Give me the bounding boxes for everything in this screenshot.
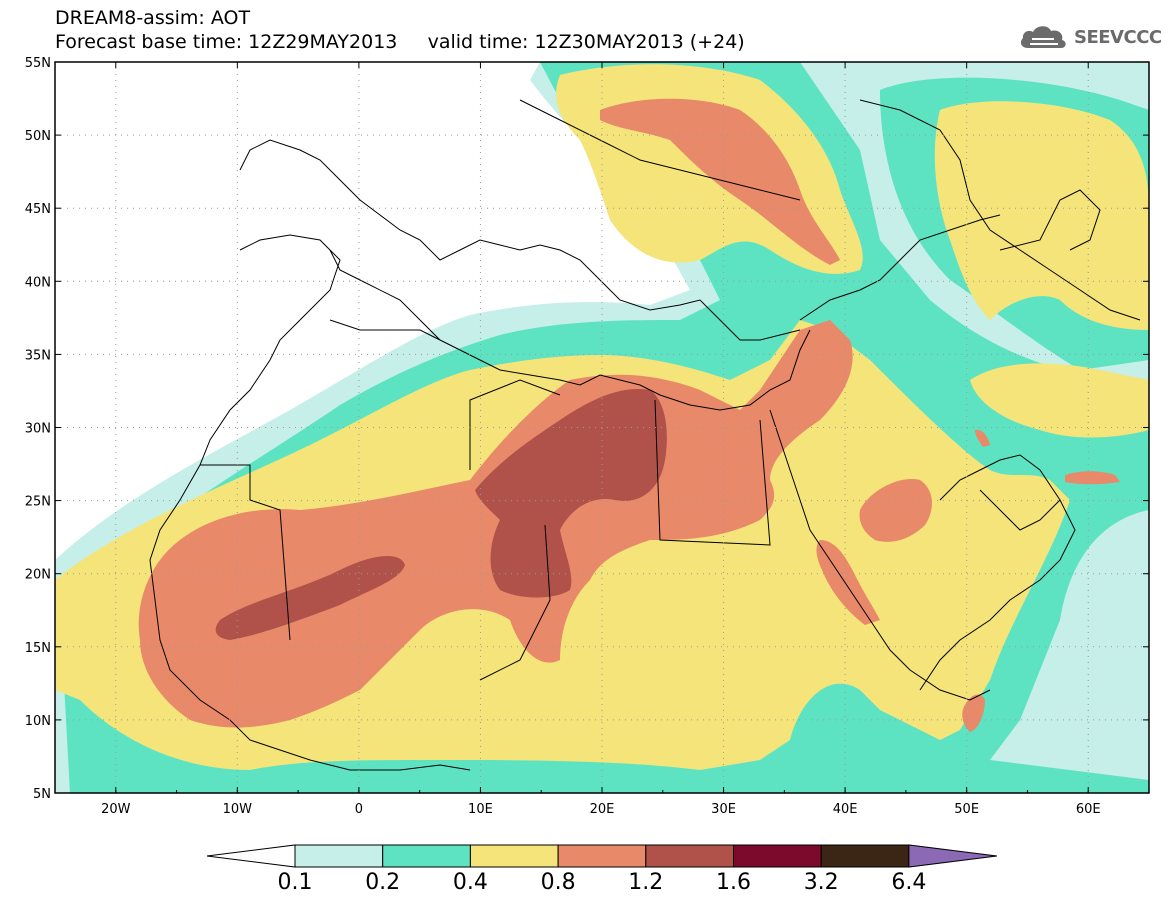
colorbar-label: 1.6 <box>716 870 751 895</box>
lat-label: 10N <box>25 714 51 729</box>
map-title: DREAM8-assim: AOT <box>55 7 251 29</box>
lat-label: 25N <box>25 495 51 510</box>
lat-label: 30N <box>25 422 51 437</box>
colorbar-swatch <box>382 844 471 868</box>
longitude-labels: 20W 10W 0 10E 20E 30E 40E 50E 60E <box>101 802 1101 817</box>
lat-label: 5N <box>33 787 51 802</box>
aot-contour-0.8 <box>138 98 1120 732</box>
plot-area <box>55 62 1149 793</box>
lat-label: 45N <box>25 202 51 217</box>
aot-colorbar <box>206 844 997 868</box>
lat-label: 15N <box>25 641 51 656</box>
lon-label: 50E <box>954 802 979 817</box>
brand-logo: SEEVCCC <box>1018 22 1162 52</box>
cloud-logo-icon <box>1020 26 1066 48</box>
colorbar-label: 1.2 <box>628 870 663 895</box>
lon-label: 20E <box>590 802 615 817</box>
map-subtitle-times: Forecast base time: 12Z29MAY2013 valid t… <box>55 31 745 53</box>
lon-label: 30E <box>711 802 736 817</box>
colorbar-over-arrow <box>908 844 997 868</box>
latitude-labels: 5N 10N 15N 20N 25N 30N 35N 40N 45N 50N 55N <box>25 56 51 802</box>
lat-label: 20N <box>25 568 51 583</box>
lat-label: 50N <box>25 129 51 144</box>
colorbar-label: 0.1 <box>278 870 313 895</box>
aot-contour-1.2 <box>215 389 667 640</box>
lon-label: 10W <box>223 802 253 817</box>
brand-name: SEEVCCC <box>1074 26 1162 48</box>
lat-label: 35N <box>25 348 51 363</box>
lon-label: 10E <box>468 802 493 817</box>
lon-label: 60E <box>1076 802 1101 817</box>
colorbar-swatch <box>294 844 384 868</box>
colorbar-label: 0.2 <box>365 870 400 895</box>
lon-label: 0 <box>355 802 363 817</box>
colorbar-swatch <box>820 844 910 868</box>
lat-lon-grid <box>55 62 1149 793</box>
coastlines-borders <box>149 99 1141 771</box>
colorbar-label: 0.8 <box>541 870 576 895</box>
colorbar-label: 6.4 <box>891 870 926 895</box>
axis-ticks <box>54 61 1150 794</box>
colorbar-label: 3.2 <box>804 870 839 895</box>
colorbar-label: 0.4 <box>453 870 488 895</box>
colorbar-swatch <box>645 844 734 868</box>
lon-label: 40E <box>833 802 858 817</box>
colorbar-swatch <box>469 844 559 868</box>
colorbar-under-arrow <box>206 844 296 868</box>
lat-label: 40N <box>25 275 51 290</box>
colorbar-labels: 0.1 0.2 0.4 0.8 1.2 1.6 3.2 6.4 <box>278 870 927 895</box>
lat-label: 55N <box>25 56 51 71</box>
colorbar-swatch <box>557 844 647 868</box>
colorbar-swatch <box>733 844 822 868</box>
lon-label: 20W <box>101 802 131 817</box>
